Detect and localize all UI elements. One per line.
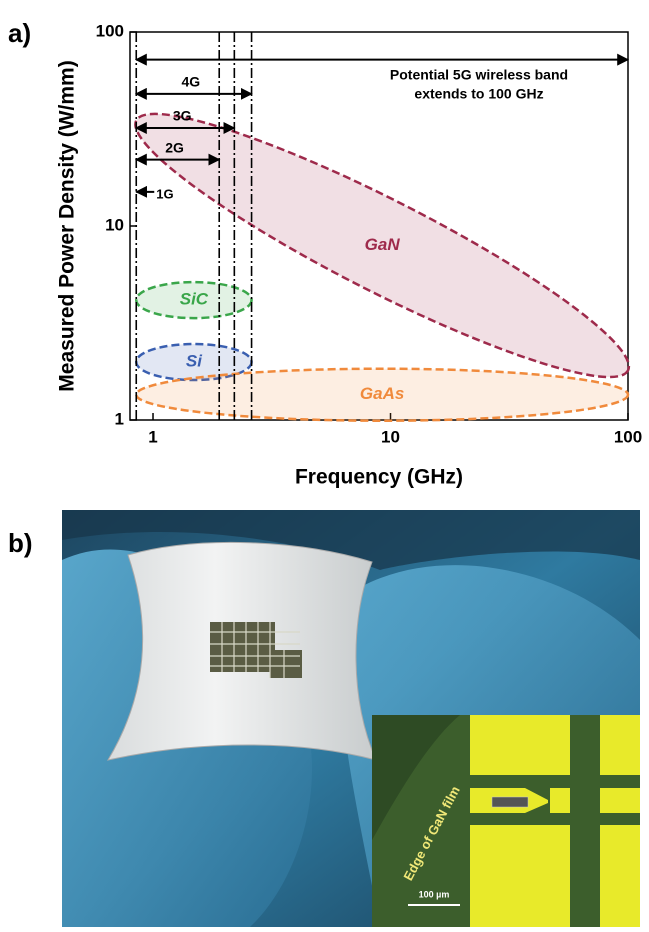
- region-label: GaAs: [360, 384, 404, 403]
- band-label: Potential 5G wireless band: [390, 66, 568, 82]
- y-tick-label: 10: [105, 215, 124, 234]
- photo: [62, 510, 640, 927]
- panel-label: a): [8, 18, 31, 48]
- x-axis-label: Frequency (GHz): [295, 466, 463, 489]
- x-tick-label: 10: [381, 427, 400, 446]
- region-label: SiC: [180, 290, 209, 309]
- band-label: 4G: [181, 74, 200, 90]
- y-axis-label: Measured Power Density (W/mm): [56, 60, 79, 391]
- figure: a) 1 10 100 1 10 100 Frequency (GHz) Measured P…: [0, 0, 649, 927]
- y-tick-label: 1: [115, 409, 124, 428]
- region-label: GaN: [365, 235, 401, 254]
- y-tick-label: 100: [96, 21, 124, 40]
- region-label: Si: [186, 352, 203, 371]
- scale-label: 100 µm: [419, 889, 450, 899]
- x-tick-label: 1: [148, 427, 157, 446]
- chart: 1 10 100 1 10 100 Frequency (GHz) Measured Powe…: [56, 21, 649, 488]
- x-tick-label: 100: [614, 427, 642, 446]
- band-label: 1G: [156, 186, 173, 201]
- band-label: 2G: [165, 139, 184, 155]
- band-label: 3G: [173, 108, 192, 124]
- panel-label: b): [8, 528, 33, 558]
- band-label: extends to 100 GHz: [414, 85, 543, 101]
